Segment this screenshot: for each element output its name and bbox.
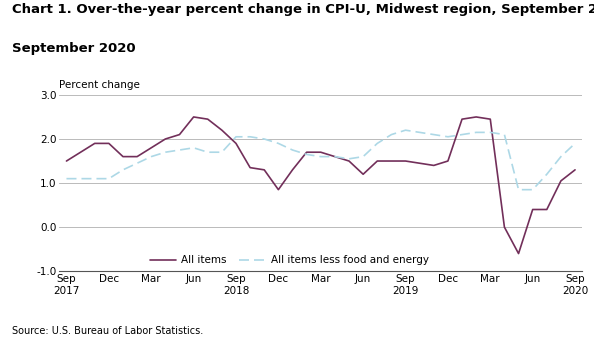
- All items less food and energy: [571, 141, 579, 145]
- All items less food and energy: [515, 188, 522, 192]
- All items less food and energy: [444, 135, 451, 139]
- All items less food and energy: [219, 150, 226, 154]
- Text: September 2020: September 2020: [12, 42, 135, 55]
- Text: Percent change: Percent change: [59, 80, 140, 90]
- All items: [190, 115, 197, 119]
- All items less food and energy: [473, 131, 480, 135]
- All items less food and energy: [247, 135, 254, 139]
- Line: All items: All items: [67, 117, 575, 254]
- All items less food and energy: [77, 177, 84, 181]
- All items less food and energy: [289, 148, 296, 152]
- All items less food and energy: [176, 148, 183, 152]
- All items less food and energy: [232, 135, 239, 139]
- All items: [247, 166, 254, 170]
- All items less food and energy: [557, 155, 564, 159]
- Line: All items less food and energy: All items less food and energy: [67, 130, 575, 190]
- All items: [119, 155, 127, 159]
- All items less food and energy: [501, 133, 508, 137]
- All items: [444, 159, 451, 163]
- All items less food and energy: [204, 150, 211, 154]
- All items: [430, 163, 437, 167]
- All items: [501, 225, 508, 229]
- All items: [105, 141, 112, 145]
- All items: [529, 207, 536, 212]
- All items less food and energy: [359, 155, 366, 159]
- All items less food and energy: [402, 128, 409, 132]
- All items less food and energy: [91, 177, 98, 181]
- All items: [571, 168, 579, 172]
- All items less food and energy: [331, 155, 339, 159]
- All items: [176, 133, 183, 137]
- All items: [557, 179, 564, 183]
- All items less food and energy: [430, 133, 437, 137]
- All items: [317, 150, 324, 154]
- All items less food and energy: [486, 131, 494, 135]
- All items: [544, 207, 551, 212]
- All items: [232, 141, 239, 145]
- All items less food and energy: [459, 133, 466, 137]
- All items less food and energy: [119, 168, 127, 172]
- All items: [204, 117, 211, 121]
- All items: [459, 117, 466, 121]
- All items: [303, 150, 310, 154]
- All items: [486, 117, 494, 121]
- All items: [77, 150, 84, 154]
- All items: [63, 159, 70, 163]
- All items: [219, 128, 226, 132]
- All items: [261, 168, 268, 172]
- All items less food and energy: [529, 188, 536, 192]
- All items: [148, 146, 155, 150]
- Text: Source: U.S. Bureau of Labor Statistics.: Source: U.S. Bureau of Labor Statistics.: [12, 326, 203, 336]
- Legend: All items, All items less food and energy: All items, All items less food and energ…: [146, 251, 433, 270]
- All items: [289, 168, 296, 172]
- All items less food and energy: [134, 161, 141, 165]
- All items less food and energy: [388, 133, 395, 137]
- All items less food and energy: [374, 141, 381, 145]
- All items less food and energy: [190, 146, 197, 150]
- All items: [331, 155, 339, 159]
- All items less food and energy: [317, 155, 324, 159]
- All items less food and energy: [162, 150, 169, 154]
- All items less food and energy: [105, 177, 112, 181]
- All items less food and energy: [346, 157, 353, 161]
- All items less food and energy: [148, 155, 155, 159]
- All items: [388, 159, 395, 163]
- Text: Chart 1. Over-the-year percent change in CPI-U, Midwest region, September 2017–: Chart 1. Over-the-year percent change in…: [12, 3, 594, 16]
- All items: [162, 137, 169, 141]
- All items less food and energy: [303, 153, 310, 157]
- All items less food and energy: [275, 141, 282, 145]
- All items: [515, 252, 522, 256]
- All items less food and energy: [544, 172, 551, 176]
- All items: [275, 188, 282, 192]
- All items: [134, 155, 141, 159]
- All items: [91, 141, 98, 145]
- All items less food and energy: [261, 137, 268, 141]
- All items: [374, 159, 381, 163]
- All items less food and energy: [63, 177, 70, 181]
- All items: [359, 172, 366, 176]
- All items less food and energy: [416, 131, 423, 135]
- All items: [416, 161, 423, 165]
- All items: [473, 115, 480, 119]
- All items: [346, 159, 353, 163]
- All items: [402, 159, 409, 163]
